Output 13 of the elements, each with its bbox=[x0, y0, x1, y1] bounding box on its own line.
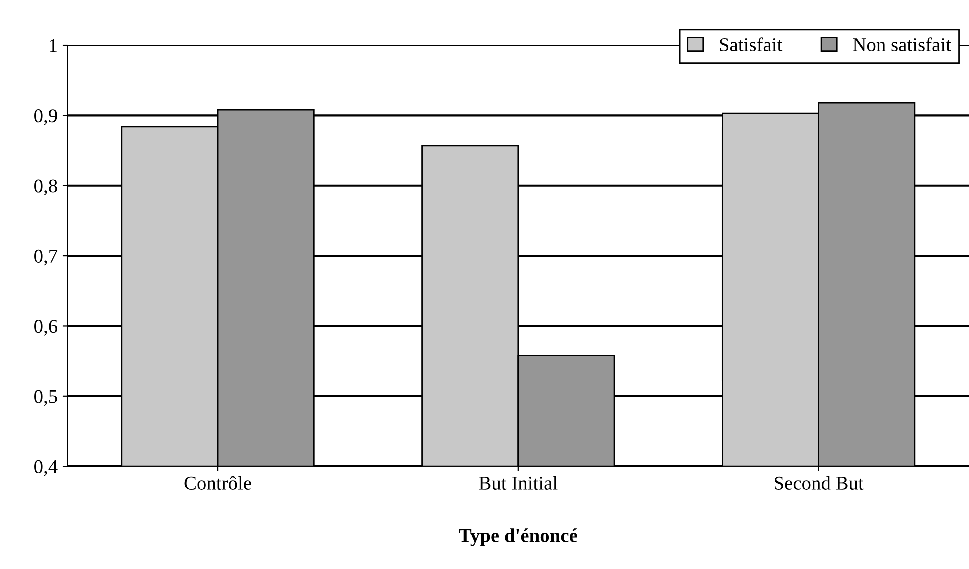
y-tick-label: 0,7 bbox=[34, 250, 58, 266]
y-tick-label: 0,8 bbox=[34, 180, 58, 196]
x-axis-title: Type d'énoncé bbox=[459, 528, 578, 546]
x-tick-label: Contrôle bbox=[184, 476, 252, 490]
y-tick-label: 0,9 bbox=[34, 110, 58, 126]
y-tick-label: 1 bbox=[50, 39, 57, 52]
x-tick-label: But Initial bbox=[479, 476, 558, 490]
y-tick-label: 0,5 bbox=[34, 390, 58, 406]
x-tick-label: Second But bbox=[775, 476, 864, 490]
y-tick-label: 0,4 bbox=[34, 460, 58, 476]
legend-label: Satisfait bbox=[720, 38, 783, 52]
legend-label: Non satisfait bbox=[853, 38, 952, 52]
y-tick-label: 0,6 bbox=[34, 320, 58, 336]
